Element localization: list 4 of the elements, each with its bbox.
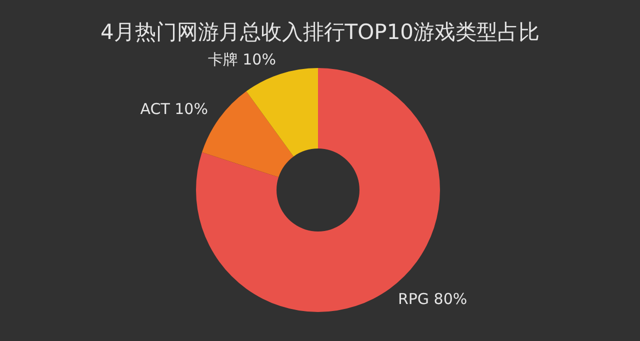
slice-label: RPG 80% xyxy=(398,290,468,308)
slice-label: 卡牌 10% xyxy=(208,50,276,69)
chart-title: 4月热门网游月总收入排行TOP10游戏类型占比 xyxy=(99,19,541,46)
slice-label: ACT 10% xyxy=(140,100,208,118)
